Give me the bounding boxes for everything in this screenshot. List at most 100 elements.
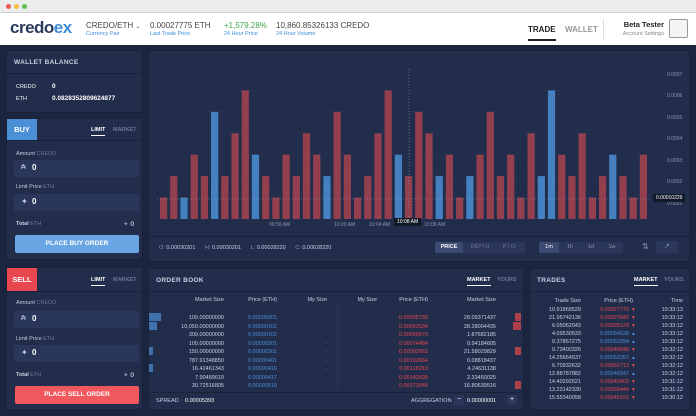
- volume-bar: [598, 176, 607, 219]
- sell-total-label: Total ETH: [16, 372, 42, 378]
- price-axis-tick: 0.0002: [667, 179, 683, 186]
- chart-view-tabs: PRICE DEPTH P / O: [435, 242, 525, 253]
- logo[interactable]: credoex: [10, 18, 72, 37]
- buy-limit-price-input[interactable]: ✦ 0: [14, 194, 139, 211]
- minimize-window-icon[interactable]: [14, 4, 19, 9]
- trade-time: 10:31:12: [661, 379, 683, 385]
- bid-depth-bar: [149, 364, 153, 372]
- cursor-price-label: 0.00010229: [653, 194, 686, 202]
- trade-size: 21.95742136: [548, 315, 581, 321]
- interval-1d[interactable]: 1d: [587, 244, 595, 250]
- daily-price-change: +1,579.28% 24 Hour Price: [224, 21, 267, 37]
- ask-price: 0.00142695: [398, 374, 428, 381]
- volume-bar: [609, 154, 617, 219]
- ask-price: 0.00092663: [398, 349, 428, 355]
- ask-my-size: -: [375, 357, 377, 364]
- user-menu[interactable]: Beta Tester Account Settings: [623, 20, 664, 37]
- ask-size: 2.33450025: [466, 374, 496, 381]
- bid-size: 100.00000000: [188, 340, 224, 347]
- volume-bar: [190, 154, 198, 219]
- ask-my-size: -: [375, 332, 377, 338]
- trade-size: 10.91868529: [548, 307, 581, 313]
- trades-yours-tab[interactable]: YOURS: [664, 277, 684, 283]
- volume-bar: [517, 197, 525, 219]
- volume-bar: [241, 90, 249, 219]
- bid-size: 30.72516805: [191, 383, 224, 389]
- sell-limit-price-input[interactable]: ✦ 0: [14, 345, 139, 362]
- bid-depth-bar: [149, 313, 161, 321]
- order-book-header: Price (ETH): [248, 297, 277, 303]
- interval-1m[interactable]: 1m: [539, 242, 559, 253]
- volume-bar: [384, 90, 392, 219]
- divider: [149, 291, 525, 292]
- volume-bar: [456, 197, 464, 219]
- trades-header-time: Time: [670, 298, 683, 304]
- order-book-market-tab[interactable]: MARKET: [467, 277, 491, 286]
- candlestick-type-icon[interactable]: ⇅: [642, 242, 649, 251]
- last-trade-price-value: 0.00027775 ETH: [150, 21, 211, 30]
- trade-size: 14.40292621: [548, 379, 581, 385]
- trade-size: 14.25664537: [548, 355, 581, 361]
- ask-my-size: -: [375, 374, 377, 381]
- volume-bar: [180, 197, 188, 219]
- bid-size: 787.91348850: [188, 357, 224, 364]
- nav-trade[interactable]: TRADE: [528, 25, 556, 41]
- time-axis-tick: 10:00 AM: [334, 222, 356, 228]
- bid-price: 0.00000101: [247, 323, 277, 330]
- trade-time: 10:33:12: [661, 315, 683, 321]
- trade-price: 0.00027775: [599, 307, 629, 313]
- volume-bar: [292, 176, 300, 219]
- trades-market-tab[interactable]: MARKET: [634, 277, 658, 286]
- volume-bar: [496, 176, 505, 219]
- maximize-window-icon[interactable]: [22, 4, 27, 9]
- sell-tab[interactable]: SELL: [7, 268, 37, 291]
- sell-limit-tab[interactable]: LIMIT: [91, 277, 106, 286]
- sell-market-tab[interactable]: MARKET: [113, 277, 137, 283]
- trade-size: 6.05062043: [551, 323, 581, 329]
- tab-po[interactable]: P / O: [502, 244, 516, 250]
- ask-size: 0.08818437: [466, 357, 496, 364]
- volume-bar: [394, 154, 402, 219]
- trade-time: 10:33:12: [661, 331, 683, 337]
- ask-price: 0.00118210: [399, 366, 428, 372]
- tab-depth[interactable]: DEPTH: [470, 244, 490, 250]
- line-chart-icon[interactable]: ↗: [656, 241, 678, 253]
- volume-bar: [262, 176, 270, 219]
- currency-pair-selector[interactable]: CREDO/ETH ⌄ Currency Pair: [86, 21, 140, 37]
- bid-price: 0.00000510: [247, 383, 277, 389]
- bid-my-size: -: [325, 357, 327, 364]
- order-book-yours-tab[interactable]: YOURS: [497, 277, 517, 283]
- aggregation-increase-button[interactable]: +: [507, 395, 517, 405]
- account-settings-link[interactable]: Account Settings: [622, 31, 664, 37]
- place-buy-order-button[interactable]: PLACE BUY ORDER: [15, 235, 139, 253]
- buy-amount-input[interactable]: ₳ 0: [14, 160, 139, 177]
- ask-my-size: -: [375, 323, 377, 330]
- divider: [149, 392, 525, 393]
- close-window-icon[interactable]: [6, 4, 11, 9]
- arrow-down-icon: ▼: [631, 306, 636, 313]
- tab-price[interactable]: PRICE: [435, 242, 463, 253]
- interval-1h[interactable]: 1h: [566, 244, 574, 250]
- daily-price-change-label: 24 Hour Price: [224, 31, 258, 37]
- cursor-time-label: 10:08 AM: [394, 218, 422, 226]
- buy-market-tab[interactable]: MARKET: [113, 127, 137, 133]
- avatar[interactable]: [669, 19, 688, 38]
- sell-amount-input[interactable]: ₳ 0: [14, 311, 139, 328]
- bid-my-size: -: [325, 315, 327, 321]
- candlestick-chart[interactable]: [149, 51, 691, 263]
- buy-limit-tab[interactable]: LIMIT: [91, 127, 106, 136]
- buy-tab[interactable]: BUY: [7, 119, 37, 140]
- divider: [7, 140, 144, 141]
- trade-size: 15.55340058: [548, 395, 581, 401]
- arrow-down-icon: ▼: [631, 362, 636, 369]
- wallet-currency-eth: ETH: [16, 96, 27, 102]
- volume-bar: [527, 133, 535, 219]
- ask-price: 0.00059570: [398, 332, 428, 338]
- nav-wallet[interactable]: WALLET: [565, 25, 598, 34]
- interval-tabs: 1m 1h 1d 1w: [539, 242, 623, 253]
- aggregation-decrease-button[interactable]: −: [454, 395, 464, 405]
- place-sell-order-button[interactable]: PLACE SELL ORDER: [15, 386, 139, 404]
- trade-size: 4.09530533: [551, 331, 581, 337]
- interval-1w[interactable]: 1w: [608, 244, 616, 250]
- spread-label: SPREAD: [156, 398, 179, 404]
